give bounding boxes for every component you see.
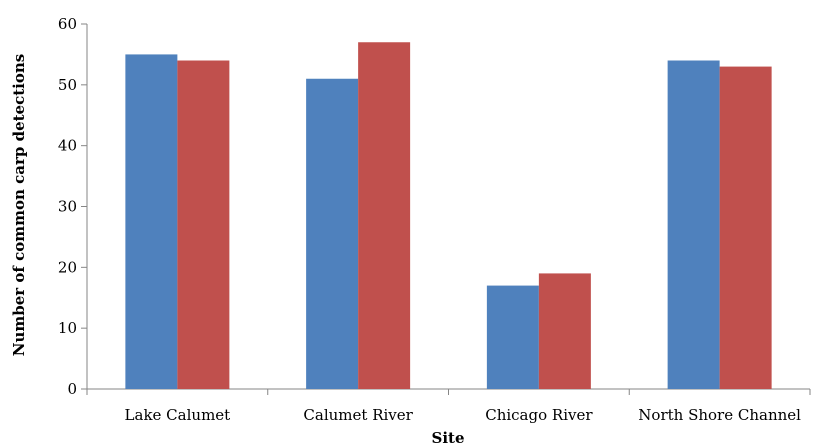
- bar-series-1: [125, 54, 178, 390]
- y-axis-title: Number of common carp detections: [10, 54, 28, 356]
- bar-series-2: [719, 66, 772, 389]
- y-tick-label: 0: [67, 380, 77, 398]
- bar-series-2: [538, 273, 591, 389]
- x-axis-title: Site: [431, 429, 464, 445]
- y-tick-label: 50: [58, 76, 77, 94]
- bar-series-1: [667, 60, 720, 389]
- x-tick-label: Calumet River: [303, 406, 413, 424]
- y-tick-label: 60: [58, 15, 77, 33]
- y-tick-label: 20: [58, 258, 77, 276]
- y-tick-label: 40: [58, 137, 77, 155]
- bar-series-1: [486, 285, 539, 389]
- y-tick-label: 30: [58, 198, 77, 216]
- bar-series-1: [306, 78, 359, 389]
- bar-series-2: [177, 60, 230, 389]
- x-axis: Lake Calumet Calumet River Chicago River No…: [86, 388, 811, 424]
- x-tick-label: North Shore Channel: [638, 406, 801, 424]
- bars: [125, 42, 772, 390]
- x-tick-label: Lake Calumet: [125, 406, 231, 424]
- x-tick-label: Chicago River: [485, 406, 593, 424]
- bar-series-2: [358, 42, 411, 389]
- y-axis: 0 10 20 30 40 50 60: [58, 15, 88, 398]
- y-tick-label: 10: [58, 319, 77, 337]
